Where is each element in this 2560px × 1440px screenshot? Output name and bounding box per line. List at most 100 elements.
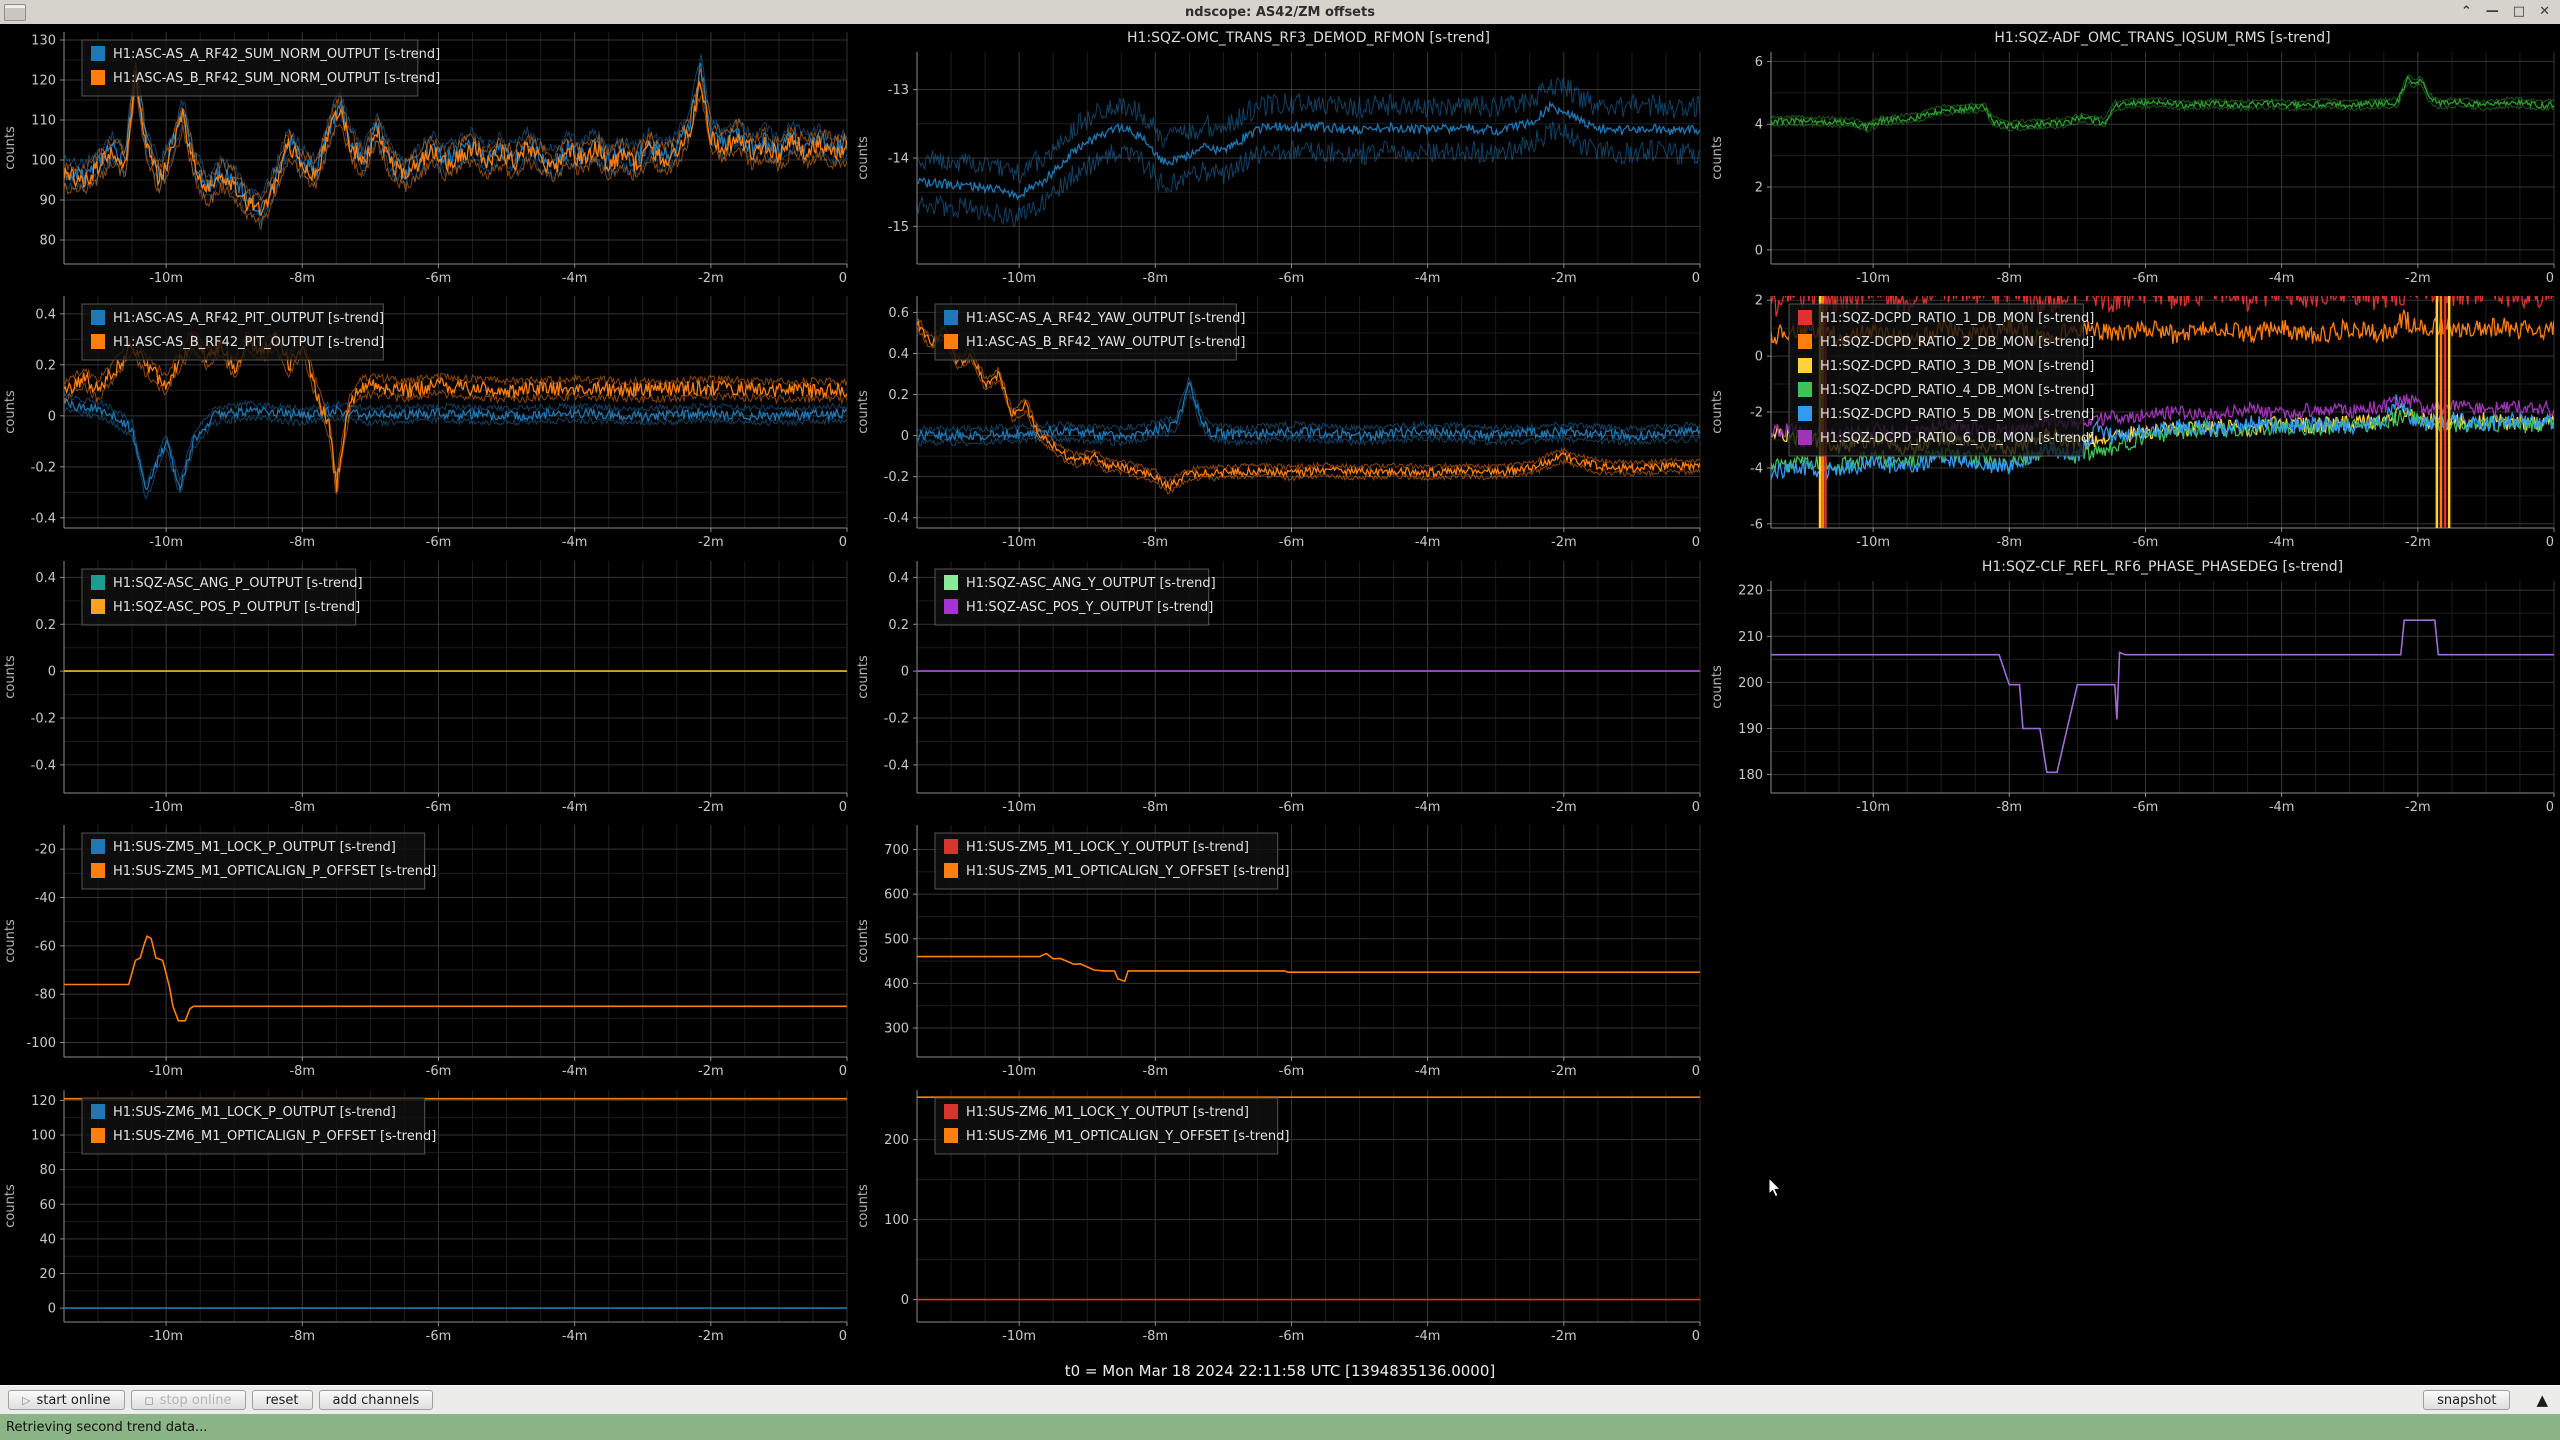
x-tick-label: -6m (1279, 1329, 1305, 1344)
plot-panel[interactable]: 6420counts-10m-8m-6m-4m-2m0H1:SQZ-ADF_OM… (1707, 24, 2560, 288)
plot-legend[interactable]: H1:SQZ-ASC_ANG_Y_OUTPUT [s-trend]H1:SQZ-… (935, 569, 1216, 625)
x-tick-label: -10m (1003, 1329, 1037, 1344)
x-tick-label: -10m (149, 1064, 183, 1079)
legend-swatch (1798, 382, 1812, 397)
y-tick-label: 2 (1754, 181, 1762, 196)
x-tick-label: -10m (1003, 800, 1037, 815)
plot-panel[interactable]: 0.40.20-0.2-0.4counts-10m-8m-6m-4m-2m0H1… (0, 288, 853, 552)
snapshot-button[interactable]: snapshot (2423, 1390, 2510, 1410)
x-tick-label: -4m (1415, 1064, 1441, 1079)
plot-panel[interactable]: -13-14-15counts-10m-8m-6m-4m-2m0H1:SQZ-O… (853, 24, 1706, 288)
x-tick-label: -2m (698, 535, 724, 550)
plot-canvas[interactable] (917, 954, 1700, 1082)
window-titlebar[interactable]: ndscope: AS42/ZM offsets ⌃ — □ ✕ (0, 0, 2560, 25)
legend-swatch (91, 310, 105, 325)
y-tick-label: -14 (888, 152, 909, 167)
plot-svg: 120100806040200counts-10m-8m-6m-4m-2m0H1… (0, 1082, 853, 1346)
x-tick-label: -6m (1279, 800, 1305, 815)
plot-panel[interactable]: -20-40-60-80-100counts-10m-8m-6m-4m-2m0H… (0, 817, 853, 1081)
x-tick-label: -10m (1856, 535, 1890, 550)
y-tick-label: 130 (31, 34, 56, 49)
collapse-triangle-icon[interactable]: ▲ (2536, 1391, 2548, 1409)
legend-label: H1:SQZ-ASC_ANG_Y_OUTPUT [s-trend] (966, 576, 1216, 591)
y-tick-label: 180 (1738, 768, 1763, 783)
shade-window-icon[interactable]: ⌃ (2461, 0, 2472, 24)
legend-label: H1:ASC-AS_A_RF42_YAW_OUTPUT [s-trend] (966, 311, 1245, 326)
y-tick-label: -0.2 (884, 711, 909, 726)
plot-panel[interactable]: 0.40.20-0.2-0.4counts-10m-8m-6m-4m-2m0H1… (853, 553, 1706, 817)
close-window-icon[interactable]: ✕ (2539, 0, 2550, 24)
plot-panel[interactable]: 2001000counts-10m-8m-6m-4m-2m0H1:SUS-ZM6… (853, 1082, 1706, 1346)
y-tick-label: 210 (1738, 630, 1763, 645)
x-tick-label: -4m (562, 535, 588, 550)
y-axis-label: counts (856, 655, 871, 699)
add-channels-button[interactable]: add channels (319, 1390, 434, 1410)
x-tick-label: 0 (1692, 800, 1700, 815)
minimize-window-icon[interactable]: — (2486, 0, 2499, 24)
x-tick-label: -8m (289, 535, 315, 550)
x-tick-label: 0 (839, 271, 847, 286)
plot-canvas[interactable] (1771, 620, 2554, 772)
start-online-button[interactable]: ▷ start online (8, 1390, 125, 1410)
plot-canvas[interactable] (917, 78, 1700, 227)
x-tick-label: -8m (289, 1329, 315, 1344)
plot-panel[interactable]: 0.40.20-0.2-0.4counts-10m-8m-6m-4m-2m0H1… (0, 553, 853, 817)
plot-panel[interactable]: 0.60.40.20-0.2-0.4counts-10m-8m-6m-4m-2m… (853, 288, 1706, 552)
maximize-window-icon[interactable]: □ (2513, 0, 2525, 24)
x-tick-label: -2m (698, 271, 724, 286)
plot-panel[interactable]: 700600500400300counts-10m-8m-6m-4m-2m0H1… (853, 817, 1706, 1081)
plot-panel[interactable]: 120100806040200counts-10m-8m-6m-4m-2m0H1… (0, 1082, 853, 1346)
plot-legend[interactable]: H1:SQZ-ASC_ANG_P_OUTPUT [s-trend]H1:SQZ-… (82, 569, 363, 625)
plot-legend[interactable]: H1:SUS-ZM6_M1_LOCK_Y_OUTPUT [s-trend]H1:… (935, 1098, 1289, 1154)
plot-svg: 0.40.20-0.2-0.4counts-10m-8m-6m-4m-2m0H1… (853, 553, 1706, 817)
x-tick-label: -4m (2268, 535, 2294, 550)
y-tick-label: 40 (39, 1232, 56, 1247)
legend-label: H1:SUS-ZM6_M1_OPTICALIGN_P_OFFSET [s-tre… (113, 1129, 436, 1144)
y-tick-label: 80 (39, 1163, 56, 1178)
y-tick-label: -0.4 (31, 512, 56, 527)
plot-legend[interactable]: H1:ASC-AS_A_RF42_SUM_NORM_OUTPUT [s-tren… (82, 40, 440, 96)
legend-label: H1:SQZ-DCPD_RATIO_6_DB_MON [s-trend] (1820, 431, 2094, 446)
plot-panel[interactable]: 220210200190180counts-10m-8m-6m-4m-2m0H1… (1707, 553, 2560, 817)
legend-swatch (91, 70, 105, 85)
y-tick-label: -4 (1750, 462, 1763, 477)
y-tick-label: 2 (1754, 294, 1762, 309)
y-axis-label: counts (3, 126, 18, 170)
plot-legend[interactable]: H1:SUS-ZM5_M1_LOCK_Y_OUTPUT [s-trend]H1:… (935, 833, 1289, 889)
y-tick-label: -6 (1750, 518, 1763, 533)
plot-panel[interactable]: 20-2-4-6counts-10m-8m-6m-4m-2m0H1:SQZ-DC… (1707, 288, 2560, 552)
t0-timestamp: t0 = Mon Mar 18 2024 22:11:58 UTC [13948… (0, 1362, 2560, 1380)
x-tick-label: -6m (1279, 535, 1305, 550)
plot-legend[interactable]: H1:SUS-ZM6_M1_LOCK_P_OUTPUT [s-trend]H1:… (82, 1098, 436, 1154)
y-tick-label: -100 (26, 1036, 56, 1051)
y-tick-label: -0.2 (31, 711, 56, 726)
reset-button[interactable]: reset (252, 1390, 313, 1410)
legend-label: H1:SQZ-DCPD_RATIO_4_DB_MON [s-trend] (1820, 383, 2094, 398)
plot-panel[interactable]: 1301201101009080counts-10m-8m-6m-4m-2m0H… (0, 24, 853, 288)
y-tick-label: 20 (39, 1267, 56, 1282)
plot-legend[interactable]: H1:ASC-AS_A_RF42_PIT_OUTPUT [s-trend]H1:… (82, 304, 384, 360)
plot-legend[interactable]: H1:ASC-AS_A_RF42_YAW_OUTPUT [s-trend]H1:… (935, 304, 1246, 360)
plot-legend[interactable]: H1:SUS-ZM5_M1_LOCK_P_OUTPUT [s-trend]H1:… (82, 833, 436, 889)
x-tick-label: -10m (1003, 1064, 1037, 1079)
y-tick-label: 100 (31, 1128, 56, 1143)
y-axis-label: counts (3, 655, 18, 699)
plot-canvas[interactable] (1771, 75, 2554, 133)
x-tick-label: -6m (1279, 271, 1305, 286)
plot-svg: 2001000counts-10m-8m-6m-4m-2m0H1:SUS-ZM6… (853, 1082, 1706, 1346)
y-tick-label: 0.6 (889, 306, 910, 321)
x-tick-label: -8m (1143, 1329, 1169, 1344)
x-tick-label: -2m (1551, 535, 1577, 550)
x-tick-label: 0 (2545, 535, 2553, 550)
y-tick-label: 200 (885, 1133, 910, 1148)
plot-legend[interactable]: H1:SQZ-DCPD_RATIO_1_DB_MON [s-trend]H1:S… (1789, 304, 2094, 456)
stop-online-button[interactable]: ◻ stop online (131, 1390, 246, 1410)
y-axis-label: counts (856, 136, 871, 180)
x-tick-label: -4m (562, 1329, 588, 1344)
plot-title: H1:SQZ-ADF_OMC_TRANS_IQSUM_RMS [s-trend] (1994, 30, 2330, 46)
x-tick-label: -6m (426, 1064, 452, 1079)
y-tick-label: 110 (31, 114, 56, 129)
plot-svg: 6420counts-10m-8m-6m-4m-2m0H1:SQZ-ADF_OM… (1707, 24, 2560, 288)
y-axis-label: counts (1710, 390, 1725, 434)
legend-swatch (944, 863, 958, 878)
